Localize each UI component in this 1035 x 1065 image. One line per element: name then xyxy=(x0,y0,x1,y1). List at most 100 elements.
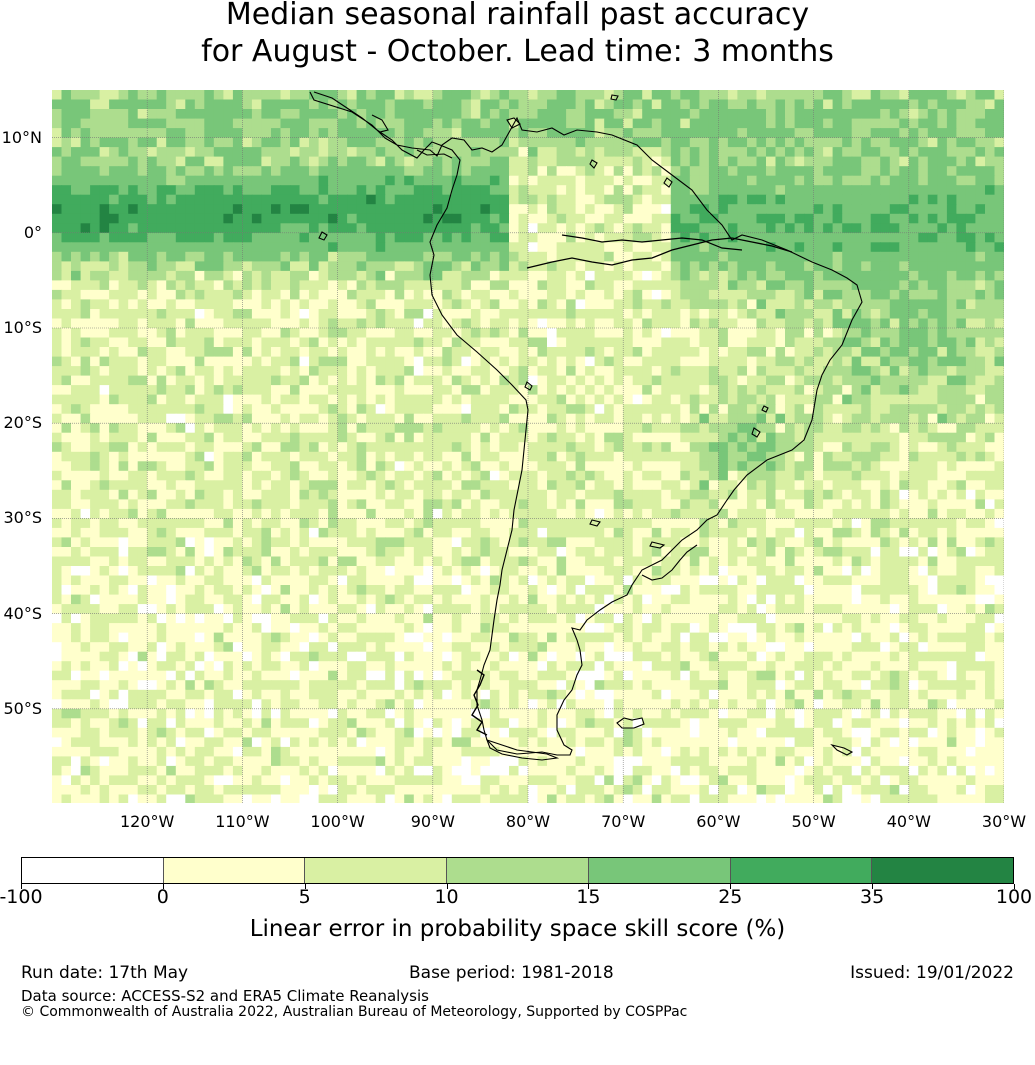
skill-cell xyxy=(747,299,758,310)
skill-cell xyxy=(71,251,82,262)
skill-cell xyxy=(499,413,510,424)
skill-cell xyxy=(394,204,405,215)
skill-cell xyxy=(965,394,976,405)
skill-cell xyxy=(708,156,719,167)
skill-cell xyxy=(109,156,120,167)
skill-cell xyxy=(413,413,424,424)
skill-cell xyxy=(851,90,862,101)
skill-cell xyxy=(594,137,605,148)
skill-cell xyxy=(899,508,910,519)
skill-cell xyxy=(375,156,386,167)
skill-cell xyxy=(451,232,462,243)
skill-cell xyxy=(442,337,453,348)
skill-cell xyxy=(965,299,976,310)
skill-cell xyxy=(994,518,1004,529)
skill-cell xyxy=(889,213,900,224)
skill-cell xyxy=(185,270,196,281)
skill-cell xyxy=(204,118,215,129)
skill-cell xyxy=(442,518,453,529)
skill-cell xyxy=(747,527,758,538)
skill-cell xyxy=(52,156,63,167)
skill-cell xyxy=(804,118,815,129)
skill-cell xyxy=(785,489,796,500)
skill-cell xyxy=(337,251,348,262)
skill-cell xyxy=(194,385,205,396)
skill-cell xyxy=(794,318,805,329)
skill-cell xyxy=(280,451,291,462)
skill-cell xyxy=(946,394,957,405)
skill-cell xyxy=(299,309,310,320)
skill-cell xyxy=(585,318,596,329)
skill-cell xyxy=(985,518,996,529)
skill-cell xyxy=(213,128,224,139)
skill-cell xyxy=(394,289,405,300)
skill-cell xyxy=(566,451,577,462)
skill-cell xyxy=(794,194,805,205)
skill-cell xyxy=(166,527,177,538)
skill-cell xyxy=(880,508,891,519)
skill-cell xyxy=(223,289,234,300)
skill-cell xyxy=(585,261,596,272)
skill-cell xyxy=(585,156,596,167)
skill-cell xyxy=(347,242,358,253)
skill-cell xyxy=(166,489,177,500)
skill-cell xyxy=(785,527,796,538)
skill-cell xyxy=(509,223,520,234)
skill-cell xyxy=(937,451,948,462)
skill-cell xyxy=(632,232,643,243)
skill-cell xyxy=(109,537,120,548)
skill-cell xyxy=(651,356,662,367)
skill-cell xyxy=(299,366,310,377)
skill-cell xyxy=(946,90,957,101)
skill-cell xyxy=(708,489,719,500)
skill-cell xyxy=(651,128,662,139)
skill-cell xyxy=(918,432,929,443)
skill-cell xyxy=(299,128,310,139)
skill-cell xyxy=(965,347,976,358)
skill-cell xyxy=(804,232,815,243)
skill-cell xyxy=(109,90,120,101)
skill-cell xyxy=(651,404,662,415)
skill-cell xyxy=(975,347,986,358)
skill-cell xyxy=(575,166,586,177)
skill-cell xyxy=(766,413,777,424)
skill-cell xyxy=(137,518,148,529)
skill-cell xyxy=(623,194,634,205)
skill-cell xyxy=(594,489,605,500)
skill-cell xyxy=(299,185,310,196)
skill-cell xyxy=(99,213,110,224)
skill-cell xyxy=(499,537,510,548)
skill-cell xyxy=(118,90,129,101)
skill-cell xyxy=(509,251,520,262)
skill-cell xyxy=(271,204,282,215)
skill-cell xyxy=(613,442,624,453)
skill-cell xyxy=(575,508,586,519)
skill-cell xyxy=(642,185,653,196)
skill-cell xyxy=(147,423,158,434)
skill-cell xyxy=(708,480,719,491)
skill-cell xyxy=(889,137,900,148)
skill-cell xyxy=(880,137,891,148)
skill-cell xyxy=(575,309,586,320)
skill-cell xyxy=(185,185,196,196)
skill-cell xyxy=(232,318,243,329)
skill-cell xyxy=(823,109,834,120)
skill-cell xyxy=(747,318,758,329)
skill-cell xyxy=(194,251,205,262)
skill-cell xyxy=(489,413,500,424)
skill-cell xyxy=(680,356,691,367)
skill-cell xyxy=(965,118,976,129)
skill-cell xyxy=(328,337,339,348)
skill-cell xyxy=(404,527,415,538)
skill-cell xyxy=(537,385,548,396)
skill-cell xyxy=(975,432,986,443)
skill-cell xyxy=(575,423,586,434)
skill-cell xyxy=(680,90,691,101)
skill-cell xyxy=(52,270,63,281)
skill-cell xyxy=(985,232,996,243)
skill-cell xyxy=(528,385,539,396)
skill-cell xyxy=(832,137,843,148)
skill-cell xyxy=(699,185,710,196)
skill-cell xyxy=(613,518,624,529)
skill-cell xyxy=(937,404,948,415)
